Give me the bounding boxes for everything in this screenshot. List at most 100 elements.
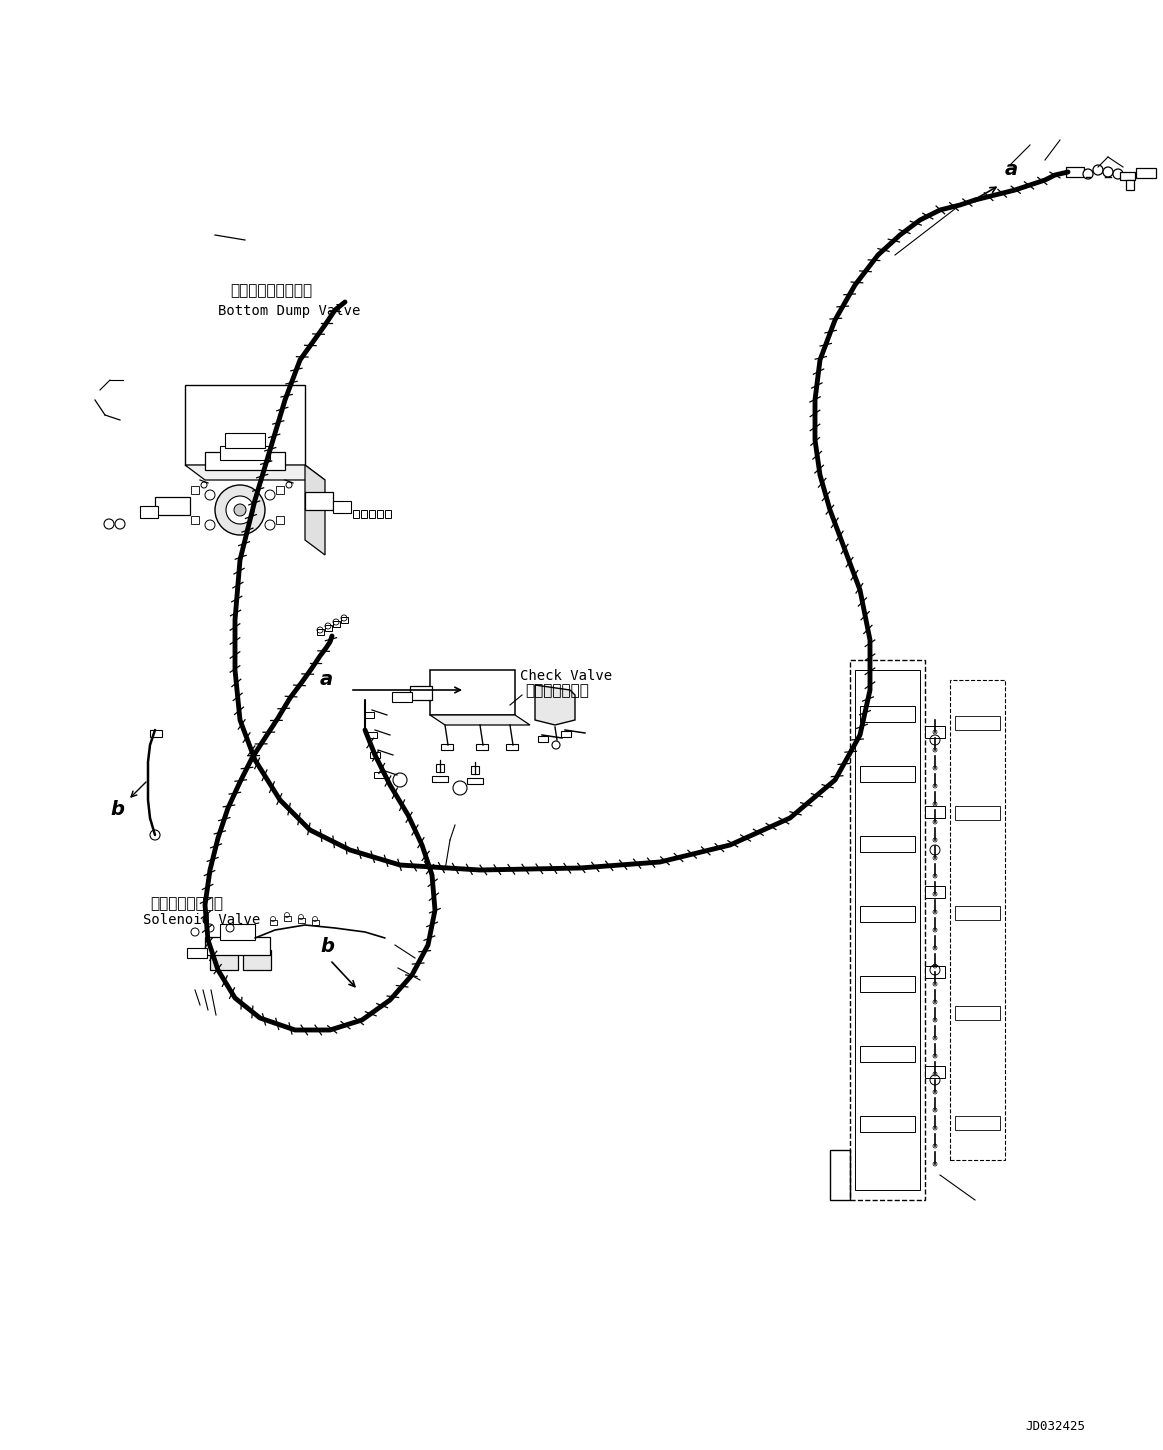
Bar	[305, 492, 333, 510]
Circle shape	[1113, 170, 1123, 178]
Bar	[312, 919, 319, 925]
Bar	[925, 966, 946, 977]
Bar	[925, 806, 946, 818]
Bar	[364, 712, 374, 718]
Bar	[150, 729, 162, 737]
Bar	[955, 906, 1000, 919]
Circle shape	[104, 519, 114, 529]
Text: a: a	[1005, 160, 1018, 178]
Bar	[430, 670, 515, 715]
Bar	[955, 806, 1000, 821]
Bar	[187, 948, 207, 958]
Polygon shape	[185, 465, 324, 480]
Text: Solenoid Valve: Solenoid Valve	[143, 914, 261, 927]
Bar	[859, 906, 915, 922]
Text: JD032425: JD032425	[1025, 1420, 1085, 1433]
Bar	[392, 692, 412, 702]
Polygon shape	[305, 465, 324, 555]
Bar	[369, 510, 374, 518]
Bar	[284, 916, 291, 921]
Circle shape	[201, 481, 207, 489]
Bar	[333, 502, 351, 513]
Bar	[476, 744, 488, 750]
Bar	[220, 447, 270, 460]
Circle shape	[286, 481, 292, 489]
Text: ボトムダンプバルブ: ボトムダンプバルブ	[230, 283, 312, 299]
Bar	[506, 744, 518, 750]
Circle shape	[1103, 167, 1113, 177]
Bar	[859, 766, 915, 782]
Bar	[1066, 167, 1084, 177]
Bar	[270, 919, 277, 925]
Circle shape	[265, 490, 274, 500]
Polygon shape	[430, 715, 530, 725]
Text: b: b	[110, 800, 124, 819]
Circle shape	[115, 519, 124, 529]
Bar	[191, 516, 199, 523]
Polygon shape	[535, 684, 575, 725]
Bar	[317, 629, 324, 635]
Bar	[185, 386, 305, 465]
Circle shape	[205, 490, 215, 500]
Bar	[925, 1066, 946, 1077]
Bar	[850, 660, 925, 1201]
Bar	[561, 731, 571, 737]
Bar	[468, 779, 483, 784]
Bar	[955, 716, 1000, 729]
Bar	[859, 706, 915, 722]
Bar	[859, 976, 915, 992]
Bar	[243, 950, 271, 970]
Bar	[155, 497, 190, 515]
Bar	[441, 744, 454, 750]
Bar	[471, 766, 479, 774]
Bar	[377, 510, 383, 518]
Bar	[205, 452, 285, 470]
Circle shape	[234, 505, 247, 516]
Text: ソレノイドバルブ: ソレノイドバルブ	[150, 896, 223, 911]
Circle shape	[1083, 170, 1093, 178]
Bar	[140, 506, 158, 518]
Circle shape	[150, 829, 160, 840]
Bar	[354, 510, 359, 518]
Bar	[276, 486, 284, 494]
Bar	[341, 618, 348, 623]
Bar	[859, 1045, 915, 1061]
Text: b: b	[320, 937, 334, 956]
Bar	[1136, 168, 1156, 178]
Text: Bottom Dump Valve: Bottom Dump Valve	[217, 304, 361, 318]
Bar	[361, 510, 368, 518]
Bar	[859, 837, 915, 853]
Bar	[191, 486, 199, 494]
Text: a: a	[320, 670, 333, 689]
Circle shape	[215, 484, 265, 535]
Bar	[925, 726, 946, 738]
Circle shape	[1093, 165, 1103, 175]
Bar	[431, 776, 448, 782]
Circle shape	[226, 496, 254, 523]
Bar	[855, 670, 920, 1190]
Bar	[224, 434, 265, 448]
Bar	[368, 732, 377, 738]
Bar	[211, 950, 238, 970]
Bar	[859, 1116, 915, 1132]
Bar	[370, 753, 380, 758]
Bar	[298, 918, 305, 924]
Bar	[411, 686, 431, 700]
Bar	[333, 621, 340, 626]
Circle shape	[265, 521, 274, 531]
Bar	[925, 886, 946, 898]
Bar	[950, 680, 1005, 1160]
Bar	[324, 625, 331, 631]
Bar	[538, 737, 548, 742]
Bar	[276, 516, 284, 523]
Text: Check Valve: Check Valve	[520, 668, 612, 683]
Text: チェックバルブ: チェックバルブ	[525, 683, 588, 697]
Bar	[205, 937, 270, 956]
Bar	[374, 771, 384, 779]
Bar	[955, 1116, 1000, 1130]
Bar	[436, 764, 444, 771]
Bar	[1126, 180, 1134, 190]
Circle shape	[205, 521, 215, 531]
Bar	[385, 510, 391, 518]
Bar	[220, 924, 255, 940]
